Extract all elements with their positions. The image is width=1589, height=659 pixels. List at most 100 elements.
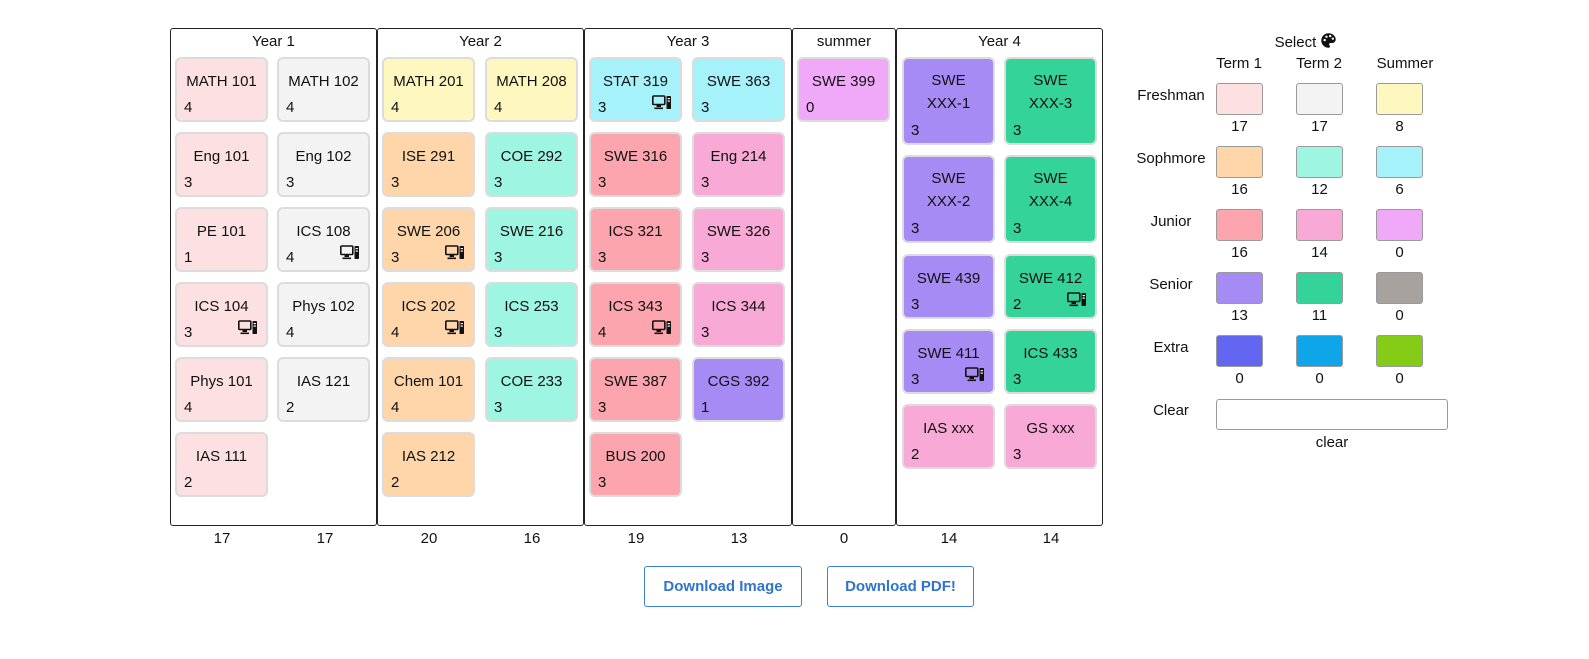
course-card[interactable]: ICS 321 3	[589, 207, 682, 272]
download-image-button[interactable]: Download Image	[644, 566, 802, 607]
term-credit-total: 14	[940, 530, 958, 547]
year-column: Year 4	[896, 28, 1103, 526]
course-name: COE 292	[500, 148, 563, 165]
swatch-credit-count: 13	[1231, 307, 1248, 324]
color-swatch[interactable]	[1296, 272, 1343, 304]
year-title: Year 3	[666, 33, 710, 50]
course-credit: 4	[286, 99, 295, 116]
course-name: SWE 399	[811, 73, 876, 90]
course-credit: 3	[911, 122, 920, 139]
course-credit: 3	[1013, 220, 1022, 237]
course-card[interactable]: SWE XXX-4 3	[1004, 155, 1097, 243]
clear-drop-zone[interactable]	[1216, 399, 1448, 430]
color-swatch[interactable]	[1296, 209, 1343, 241]
course-card[interactable]: MATH 208 4	[485, 57, 578, 122]
course-card[interactable]: SWE 439 3	[902, 254, 995, 319]
course-credit: 3	[494, 324, 503, 341]
term-credit-total: 17	[213, 530, 231, 547]
course-card[interactable]: Phys 101 4	[175, 357, 268, 422]
color-swatch[interactable]	[1296, 146, 1343, 178]
course-card[interactable]: Eng 214 3	[692, 132, 785, 197]
course-card[interactable]: SWE 316 3	[589, 132, 682, 197]
course-name: SWE 326	[706, 223, 771, 240]
course-card[interactable]: Phys 102 4	[277, 282, 370, 347]
year-level-label: Sophmore	[1136, 150, 1206, 167]
term-credit-total: 19	[627, 530, 645, 547]
course-card[interactable]: SWE 387 3	[589, 357, 682, 422]
course-card[interactable]: BUS 200 3	[589, 432, 682, 497]
course-card[interactable]: ISE 291 3	[382, 132, 475, 197]
course-card[interactable]: ICS 344 3	[692, 282, 785, 347]
color-swatch[interactable]	[1216, 335, 1263, 367]
course-card[interactable]: SWE XXX-3 3	[1004, 57, 1097, 145]
term-credit-total: 17	[316, 530, 334, 547]
course-card[interactable]: MATH 102 4	[277, 57, 370, 122]
course-name: Chem 101	[393, 373, 464, 390]
course-card[interactable]: COE 292 3	[485, 132, 578, 197]
swatch-credit-count: 17	[1231, 118, 1248, 135]
course-name: SWE XXX-3	[1028, 72, 1073, 112]
course-card[interactable]: SWE XXX-2 3	[902, 155, 995, 243]
course-card[interactable]: MATH 201 4	[382, 57, 475, 122]
color-swatch[interactable]	[1216, 209, 1263, 241]
course-card[interactable]: SWE 326 3	[692, 207, 785, 272]
color-swatch[interactable]	[1216, 83, 1263, 115]
term-credit-total: 14	[1042, 530, 1060, 547]
course-card[interactable]: IAS 212 2	[382, 432, 475, 497]
course-credit: 3	[598, 399, 607, 416]
course-card[interactable]: IAS 121 2	[277, 357, 370, 422]
course-card[interactable]: COE 233 3	[485, 357, 578, 422]
course-card[interactable]: GS xxx 3	[1004, 404, 1097, 469]
course-card[interactable]: STAT 319 3	[589, 57, 682, 122]
course-credit: 4	[391, 399, 400, 416]
course-card[interactable]: Eng 101 3	[175, 132, 268, 197]
course-credit: 4	[184, 99, 193, 116]
course-card[interactable]: ICS 433 3	[1004, 329, 1097, 394]
color-swatch[interactable]	[1296, 83, 1343, 115]
course-card[interactable]: ICS 343 4	[589, 282, 682, 347]
color-swatch[interactable]	[1216, 272, 1263, 304]
course-name: SWE 363	[706, 73, 771, 90]
course-card[interactable]: SWE 216 3	[485, 207, 578, 272]
course-card[interactable]: SWE 399 0	[797, 57, 890, 122]
course-card[interactable]: SWE 411 3	[902, 329, 995, 394]
computer-icon	[445, 245, 464, 260]
color-swatch[interactable]	[1296, 335, 1343, 367]
course-card[interactable]: ICS 202 4	[382, 282, 475, 347]
course-card[interactable]: SWE XXX-1 3	[902, 57, 995, 145]
color-swatch[interactable]	[1216, 146, 1263, 178]
course-credit: 3	[184, 174, 193, 191]
year-title: Year 1	[252, 33, 295, 50]
course-card[interactable]: SWE 363 3	[692, 57, 785, 122]
color-swatch[interactable]	[1376, 272, 1423, 304]
course-card[interactable]: ICS 104 3	[175, 282, 268, 347]
term-credit-total: 16	[523, 530, 541, 547]
course-name: ICS 253	[504, 298, 559, 315]
computer-icon	[340, 245, 359, 260]
course-credit: 1	[184, 249, 193, 266]
course-name: Phys 101	[190, 373, 253, 390]
download-pdf-button[interactable]: Download PDF!	[827, 566, 974, 607]
color-swatch[interactable]	[1376, 209, 1423, 241]
course-credit: 3	[494, 174, 503, 191]
course-card[interactable]: MATH 101 4	[175, 57, 268, 122]
course-credit: 3	[1013, 446, 1022, 463]
course-card[interactable]: CGS 392 1	[692, 357, 785, 422]
course-card[interactable]: SWE 412 2	[1004, 254, 1097, 319]
course-card[interactable]: ICS 108 4	[277, 207, 370, 272]
course-card[interactable]: PE 101 1	[175, 207, 268, 272]
course-card[interactable]: IAS xxx 2	[902, 404, 995, 469]
course-name: MATH 102	[288, 73, 359, 90]
computer-icon	[652, 95, 671, 110]
course-card[interactable]: SWE 206 3	[382, 207, 475, 272]
course-name: STAT 319	[602, 73, 669, 90]
color-swatch[interactable]	[1376, 83, 1423, 115]
year-column: summer	[792, 28, 896, 526]
course-card[interactable]: Chem 101 4	[382, 357, 475, 422]
course-credit: 3	[911, 296, 920, 313]
color-swatch[interactable]	[1376, 335, 1423, 367]
course-card[interactable]: IAS 111 2	[175, 432, 268, 497]
course-card[interactable]: ICS 253 3	[485, 282, 578, 347]
course-card[interactable]: Eng 102 3	[277, 132, 370, 197]
color-swatch[interactable]	[1376, 146, 1423, 178]
